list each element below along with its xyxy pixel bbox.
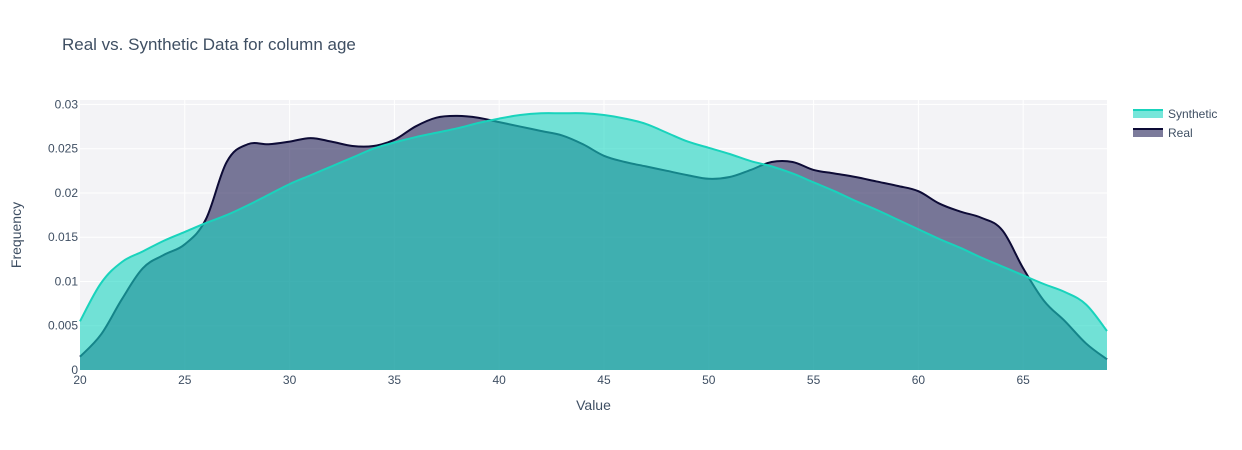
y-tick-label: 0.015 <box>48 230 78 244</box>
legend-swatch-fill <box>1133 110 1163 118</box>
y-tick-label: 0.02 <box>55 186 79 200</box>
x-tick-label: 65 <box>1016 373 1030 387</box>
y-tick-label: 0 <box>71 363 78 377</box>
legend-item-real[interactable]: Real <box>1133 126 1193 140</box>
x-tick-label: 45 <box>597 373 611 387</box>
legend-item-synthetic[interactable]: Synthetic <box>1133 107 1217 121</box>
legend-label: Synthetic <box>1168 107 1217 121</box>
x-axis-title: Value <box>576 397 611 413</box>
x-tick-label: 20 <box>73 373 87 387</box>
x-tick-label: 40 <box>493 373 507 387</box>
series-areas <box>79 112 1108 371</box>
y-tick-label: 0.01 <box>55 274 79 288</box>
x-axis: 20 25 30 35 40 45 50 55 60 65 <box>73 373 1030 387</box>
x-tick-label: 30 <box>283 373 297 387</box>
y-tick-label: 0.005 <box>48 319 78 333</box>
y-tick-label: 0.03 <box>55 97 79 111</box>
line-synthetic <box>79 112 1108 332</box>
x-tick-label: 25 <box>178 373 192 387</box>
y-axis: 0 0.005 0.01 0.015 0.02 0.025 0.03 <box>48 97 78 377</box>
y-axis-title: Frequency <box>8 202 24 268</box>
x-tick-label: 35 <box>388 373 402 387</box>
legend[interactable]: Synthetic Real <box>1133 107 1217 140</box>
legend-swatch-fill <box>1133 129 1163 137</box>
y-tick-label: 0.025 <box>48 142 78 156</box>
legend-label: Real <box>1168 126 1193 140</box>
x-tick-label: 50 <box>702 373 716 387</box>
x-tick-label: 60 <box>912 373 926 387</box>
x-tick-label: 55 <box>807 373 821 387</box>
chart-title: Real vs. Synthetic Data for column age <box>62 35 356 54</box>
area-synthetic <box>80 113 1107 370</box>
